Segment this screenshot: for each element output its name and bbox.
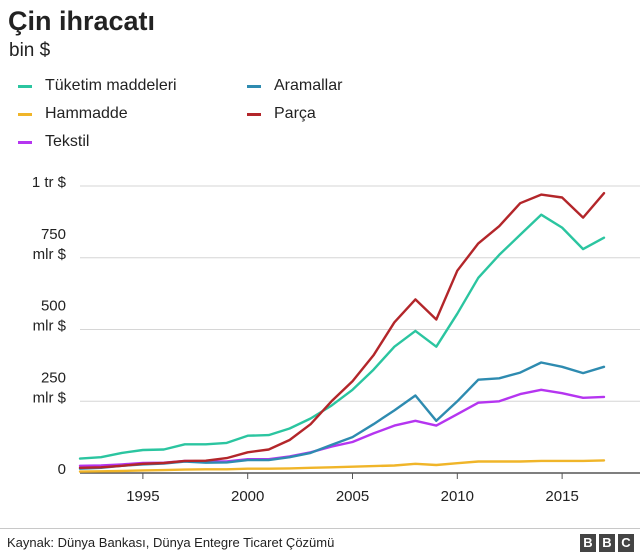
legend-item-tuketim: Tüketim maddeleri xyxy=(18,75,177,97)
y-tick-label-2-1: mlr $ xyxy=(33,318,67,335)
y-tick-label-0-0: 0 xyxy=(58,461,66,478)
legend-swatch-tekstil xyxy=(18,140,32,144)
bbc-logo-letter-c: C xyxy=(618,534,634,552)
y-tick-label-1-1: mlr $ xyxy=(33,389,67,406)
chart-title: Çin ihracatı xyxy=(8,6,156,36)
y-tick-label-1-0: 250 xyxy=(41,369,66,386)
legend-swatch-parca xyxy=(247,112,261,116)
x-tick-label-3: 2010 xyxy=(441,488,474,505)
series-line-0 xyxy=(78,213,606,460)
legend-label-parca: Parça xyxy=(274,105,316,122)
bbc-logo-letter-b2: B xyxy=(599,534,615,552)
legend-label-aramallar: Aramallar xyxy=(274,77,343,94)
x-tick-label-0: 1995 xyxy=(126,488,159,505)
x-tick-label-1: 2000 xyxy=(231,488,264,505)
bbc-logo-letter-b1: B xyxy=(580,534,596,552)
y-tick-label-2-0: 500 xyxy=(41,298,66,315)
legend-swatch-aramallar xyxy=(247,84,261,88)
legend-item-hammadde: Hammadde xyxy=(18,103,128,125)
legend-label-hammadde: Hammadde xyxy=(45,105,128,122)
y-tick-label-3-1: mlr $ xyxy=(33,246,67,263)
y-tick-label-3-0: 750 xyxy=(41,226,66,243)
x-tick-label-2: 2005 xyxy=(336,488,369,505)
series-line-4 xyxy=(78,191,606,469)
x-tick-label-4: 2015 xyxy=(545,488,578,505)
footer-divider xyxy=(0,528,640,529)
legend-label-tuketim: Tüketim maddeleri xyxy=(45,77,177,94)
legend-item-aramallar: Aramallar xyxy=(247,75,342,97)
bbc-logo: B B C xyxy=(580,534,634,552)
legend-item-tekstil: Tekstil xyxy=(18,131,89,153)
y-tick-label-4-0: 1 tr $ xyxy=(32,174,67,191)
legend-swatch-tuketim xyxy=(18,84,32,88)
line-chart: 0 250 mlr $ 500 mlr $ 750 mlr $ 1 tr $ 1995 2000 2… xyxy=(32,174,640,505)
legend-label-tekstil: Tekstil xyxy=(45,133,90,150)
legend-item-parca: Parça xyxy=(247,103,316,125)
chart-subtitle: bin $ xyxy=(9,40,51,61)
series-line-3 xyxy=(78,361,606,470)
series-line-1 xyxy=(78,459,606,473)
legend-swatch-hammadde xyxy=(18,112,32,116)
source-note: Kaynak: Dünya Bankası, Dünya Entegre Tic… xyxy=(7,535,335,550)
